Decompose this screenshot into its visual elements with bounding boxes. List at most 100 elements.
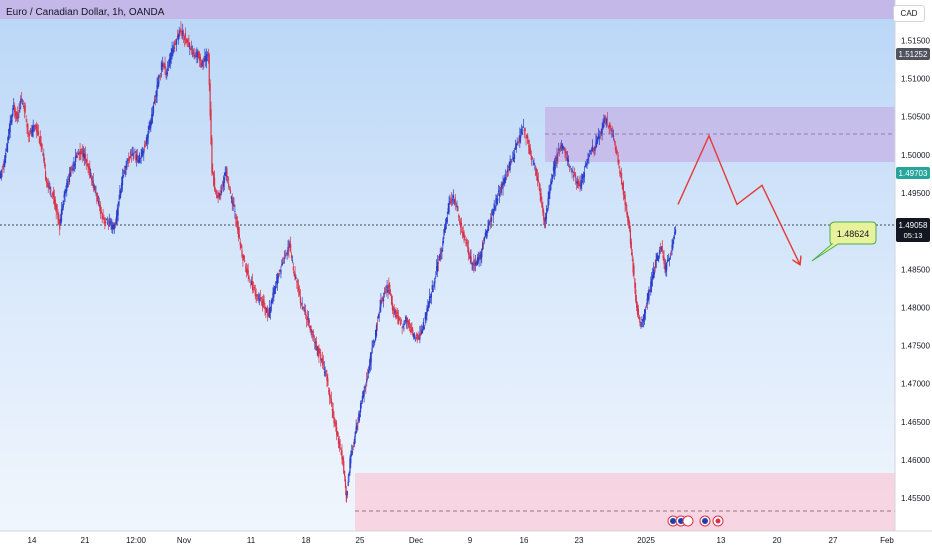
candle-body [398,316,400,324]
candle-body [256,294,258,297]
candle-body [520,135,522,138]
candle-body [651,279,653,286]
candle-body [460,222,463,226]
candle-body [671,244,673,250]
candle-body [555,162,557,164]
candle-body [530,155,532,160]
candle-body [434,278,436,284]
price-tick-label: 1.48500 [901,265,930,274]
candle-body [597,136,599,142]
candle-body [496,199,498,205]
candle-body [253,286,255,289]
candle-body [268,307,271,318]
candle-body [332,409,334,419]
candle-body [229,190,232,194]
candle-body [140,156,142,158]
candle-body [166,71,168,74]
candle-body [152,113,154,118]
candle-body [432,287,434,293]
candle-body [643,309,646,319]
candle-body [179,31,181,34]
candle-body [52,191,55,198]
candle-body [666,259,669,262]
candle-body [159,75,161,77]
candle-body [231,198,233,204]
candle-body [312,334,314,336]
candle-body [343,461,345,474]
event-markers[interactable] [667,515,724,527]
candle-body [277,273,279,279]
candle-body [269,310,271,314]
candle-body [107,225,109,227]
candle-body [656,255,658,260]
candle-body [577,184,579,186]
candle-body [190,49,192,51]
candle-body [63,194,65,198]
svg-text:1.51252: 1.51252 [899,50,928,59]
candle-body [15,111,17,119]
candle-body [437,262,440,264]
candle-body [318,348,320,357]
candle-body [196,52,198,58]
candle-body [238,234,240,238]
candle-body [284,254,286,257]
candle-body [202,61,204,63]
candle-body [402,325,404,328]
candle-body [319,352,321,354]
candle-body [96,193,98,201]
candle-body [537,179,540,183]
candle-body [550,181,552,191]
candle-body [336,431,339,437]
candle-body [138,154,140,163]
candle-body [237,226,240,238]
candle-body [103,218,105,220]
candle-body [421,329,424,334]
candle-body [334,422,336,424]
candle-body [351,450,353,456]
candle-body [109,222,111,224]
candle-body [633,266,635,276]
candle-body [372,345,374,347]
candle-body [622,182,624,195]
candle-body [465,240,467,242]
candle-body [64,189,66,197]
candle-body [134,151,136,153]
candle-body [89,167,91,178]
candle-body [137,159,140,163]
candle-body [161,63,163,68]
candle-body [113,225,115,229]
candle-body [545,212,547,220]
candle-body [637,308,639,316]
candle-body [311,330,313,333]
candle-body [114,222,117,226]
candle-body [92,180,94,188]
candle-body [32,126,34,133]
time-tick-label: 27 [829,536,838,545]
candle-body [355,426,357,434]
candle-body [441,249,443,253]
candle-body [382,296,384,302]
candle-body [33,126,35,128]
event-icon[interactable] [682,515,694,527]
candle-body [274,286,276,294]
candle-body [571,172,573,174]
candle-body [591,146,593,151]
candle-body [629,229,632,245]
candle-body [486,230,488,237]
candle-body [287,247,289,251]
candle-body [18,109,20,113]
currency-button[interactable]: CAD [893,5,925,22]
candle-body [659,246,662,250]
candle-body [536,175,539,181]
candle-body [662,255,664,259]
candle-body [648,288,650,300]
candle-body [562,145,564,149]
candle-body [136,155,138,161]
candle-body [482,242,485,246]
candle-body [503,178,505,185]
candle-body [153,101,156,104]
candle-body [552,166,555,171]
candle-body [585,164,587,166]
